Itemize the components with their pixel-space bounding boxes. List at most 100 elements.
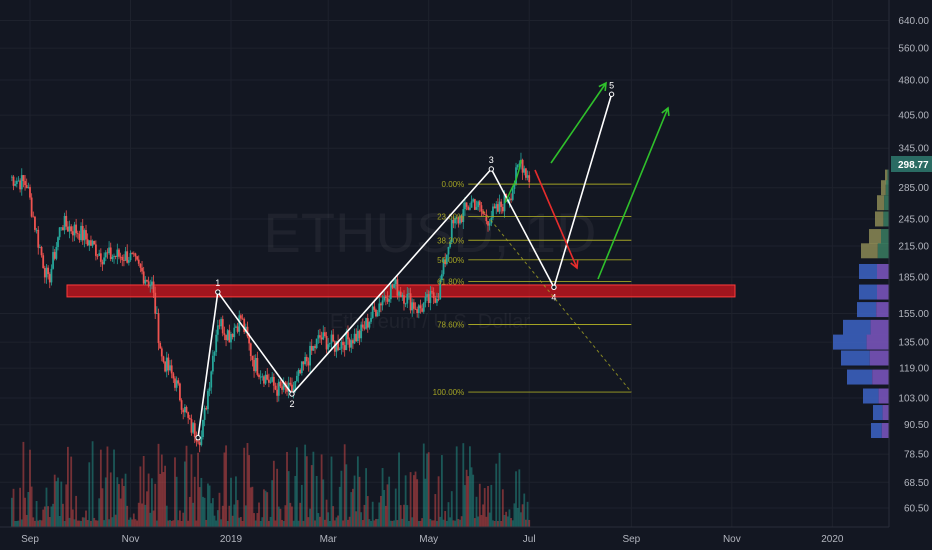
candle-body: [179, 383, 181, 401]
candle-body: [119, 256, 122, 258]
candle-body: [200, 436, 203, 446]
fib-level-label: 38.20%: [437, 236, 464, 245]
volume-bar: [68, 517, 71, 527]
candle-body: [259, 376, 262, 378]
volume-bar: [500, 520, 503, 527]
candle-body: [361, 324, 364, 328]
candle-body: [83, 230, 86, 241]
candle-body: [256, 357, 259, 375]
price-tick-label: 480.00: [898, 76, 929, 87]
volume-bar: [42, 509, 45, 527]
candle-body: [478, 201, 481, 206]
candle-body: [264, 374, 267, 384]
volume-bar: [505, 511, 508, 527]
profile-bar: [833, 334, 867, 350]
volume-bar: [409, 472, 412, 527]
profile-bar: [875, 211, 884, 227]
volume-bar: [218, 492, 221, 527]
candle-body: [419, 305, 422, 309]
candle-body: [518, 163, 521, 166]
volume-bar: [62, 503, 64, 527]
volume-bar: [352, 488, 354, 527]
volume-bar: [472, 474, 475, 527]
candle-body: [132, 253, 135, 255]
candle-body: [73, 224, 76, 236]
candle-body: [154, 292, 157, 314]
candle-body: [37, 229, 40, 248]
volume-bar: [50, 506, 53, 527]
profile-bar-part: [877, 243, 889, 259]
candle-body: [386, 297, 389, 302]
volume-bar: [437, 476, 440, 527]
volume-bar: [528, 519, 531, 527]
candle-body: [236, 326, 239, 332]
volume-bar: [85, 510, 87, 527]
volume-bar: [404, 475, 407, 527]
candle-body: [254, 357, 257, 372]
down-arrow: [534, 169, 579, 270]
volume-bar: [129, 517, 132, 527]
profile-bar: [871, 423, 882, 439]
volume-bar: [235, 476, 237, 527]
candle-body: [287, 382, 290, 392]
candle-body: [286, 387, 288, 392]
candle-body: [434, 298, 437, 303]
candle-body: [380, 303, 382, 306]
volume-bar: [254, 520, 257, 527]
candle-body: [141, 267, 143, 272]
candle-body: [127, 260, 130, 263]
volume-bar: [417, 520, 420, 527]
candle-body: [65, 215, 68, 227]
grid-lines: [0, 0, 889, 527]
volume-bar: [376, 519, 379, 527]
price-tick-label: 640.00: [898, 16, 929, 27]
candle-body: [52, 252, 54, 269]
volume-bar: [182, 512, 185, 527]
profile-bar-part: [878, 388, 889, 404]
volume-bar: [388, 476, 391, 527]
time-tick-label: Sep: [21, 534, 39, 545]
candle-body: [429, 291, 432, 304]
volume-bar: [57, 477, 59, 527]
volume-bar: [238, 517, 241, 527]
candle-body: [235, 326, 237, 328]
volume-bar: [350, 492, 353, 527]
volume-bar: [213, 515, 216, 527]
price-tick-label: 245.00: [898, 214, 929, 225]
time-axis[interactable]: Sep Nov 2019 Mar May Jul Sep Nov 2020: [0, 526, 889, 545]
volume-bar: [492, 520, 494, 527]
volume-bar: [164, 465, 166, 527]
candle-body: [208, 387, 211, 391]
volume-bar: [422, 443, 425, 527]
price-axis[interactable]: 640.00 560.00 480.00 405.00 345.00 285.00 245.…: [888, 0, 932, 550]
candle-body: [50, 268, 53, 283]
candle-body: [467, 206, 470, 210]
fib-level-label: 0.00%: [442, 180, 465, 189]
volume-bar: [521, 504, 524, 527]
candle-body: [197, 441, 199, 443]
volume-bar: [207, 483, 209, 527]
candle-body: [389, 284, 392, 300]
candle-body: [312, 346, 315, 351]
volume-bar: [29, 449, 31, 527]
volume-bar: [389, 520, 392, 527]
price-tick-label: 155.00: [898, 309, 929, 320]
volume-bar: [277, 506, 280, 527]
volume-bar: [485, 516, 488, 527]
candle-body: [513, 183, 516, 190]
candle-body: [411, 302, 414, 311]
volume-bar: [12, 488, 15, 527]
candle-body: [412, 302, 415, 309]
candle-body: [253, 359, 255, 372]
volume-bar: [70, 456, 73, 527]
volume-bar: [380, 495, 382, 527]
volume-bar: [101, 488, 104, 527]
profile-bar: [847, 369, 873, 385]
candle-body: [76, 233, 79, 235]
volume-bar: [210, 503, 213, 527]
candle-body: [398, 291, 400, 296]
volume-bar: [45, 487, 48, 527]
volume-bar: [47, 506, 50, 527]
profile-bar: [863, 388, 879, 404]
